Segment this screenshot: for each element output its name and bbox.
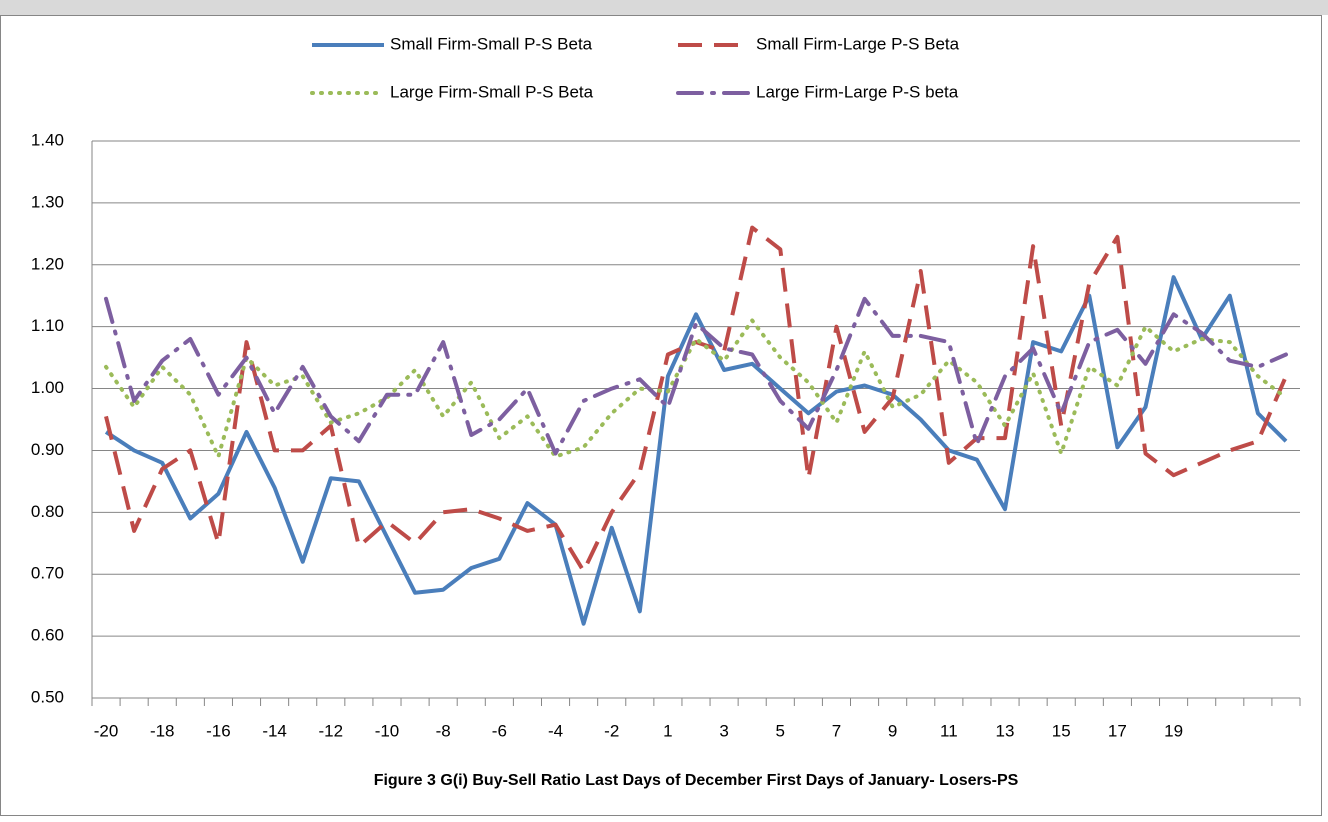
series-line bbox=[104, 318, 1288, 459]
legend-label: Large Firm-Large P-S beta bbox=[756, 82, 959, 101]
x-tick-label: 9 bbox=[888, 721, 897, 740]
x-tick-label: -8 bbox=[436, 721, 451, 740]
x-tick-label: 5 bbox=[776, 721, 785, 740]
x-tick-label: 13 bbox=[996, 721, 1015, 740]
y-tick-label: 0.90 bbox=[31, 440, 64, 459]
x-tick-label: -4 bbox=[548, 721, 563, 740]
series-line bbox=[104, 275, 1288, 626]
y-tick-label: 0.50 bbox=[31, 687, 64, 706]
x-tick-label: 17 bbox=[1108, 721, 1127, 740]
x-tick-label: 11 bbox=[940, 721, 958, 740]
legend-label: Large Firm-Small P-S Beta bbox=[390, 82, 594, 101]
x-tick-label: -12 bbox=[319, 721, 344, 740]
y-tick-label: 1.10 bbox=[31, 316, 64, 335]
x-tick-label: 15 bbox=[1052, 721, 1071, 740]
legend-label: Small Firm-Small P-S Beta bbox=[390, 34, 593, 53]
x-tick-label: -14 bbox=[262, 721, 287, 740]
legend-label: Small Firm-Large P-S Beta bbox=[756, 34, 960, 53]
series-line bbox=[104, 225, 1288, 574]
x-tick-label: 3 bbox=[719, 721, 728, 740]
x-tick-label: -16 bbox=[206, 721, 231, 740]
series-line bbox=[104, 296, 1288, 456]
chart-title: Figure 3 G(i) Buy-Sell Ratio Last Days o… bbox=[374, 772, 1019, 789]
x-tick-label: -20 bbox=[94, 721, 119, 740]
y-tick-label: 1.30 bbox=[31, 192, 64, 211]
y-tick-label: 0.70 bbox=[31, 564, 64, 583]
x-tick-label: 1 bbox=[663, 721, 672, 740]
x-tick-label: -6 bbox=[492, 721, 507, 740]
top-bar bbox=[0, 0, 1328, 15]
x-tick-label: -2 bbox=[604, 721, 619, 740]
y-tick-label: 0.60 bbox=[31, 626, 64, 645]
x-tick-label: -10 bbox=[375, 721, 400, 740]
y-tick-label: 1.00 bbox=[31, 378, 64, 397]
chart-frame bbox=[0, 15, 1322, 816]
x-tick-label: 19 bbox=[1164, 721, 1183, 740]
y-tick-label: 0.80 bbox=[31, 502, 64, 521]
y-tick-label: 1.40 bbox=[31, 130, 64, 149]
x-tick-label: 7 bbox=[832, 721, 841, 740]
y-tick-label: 1.20 bbox=[31, 254, 64, 273]
x-tick-label: -18 bbox=[150, 721, 175, 740]
